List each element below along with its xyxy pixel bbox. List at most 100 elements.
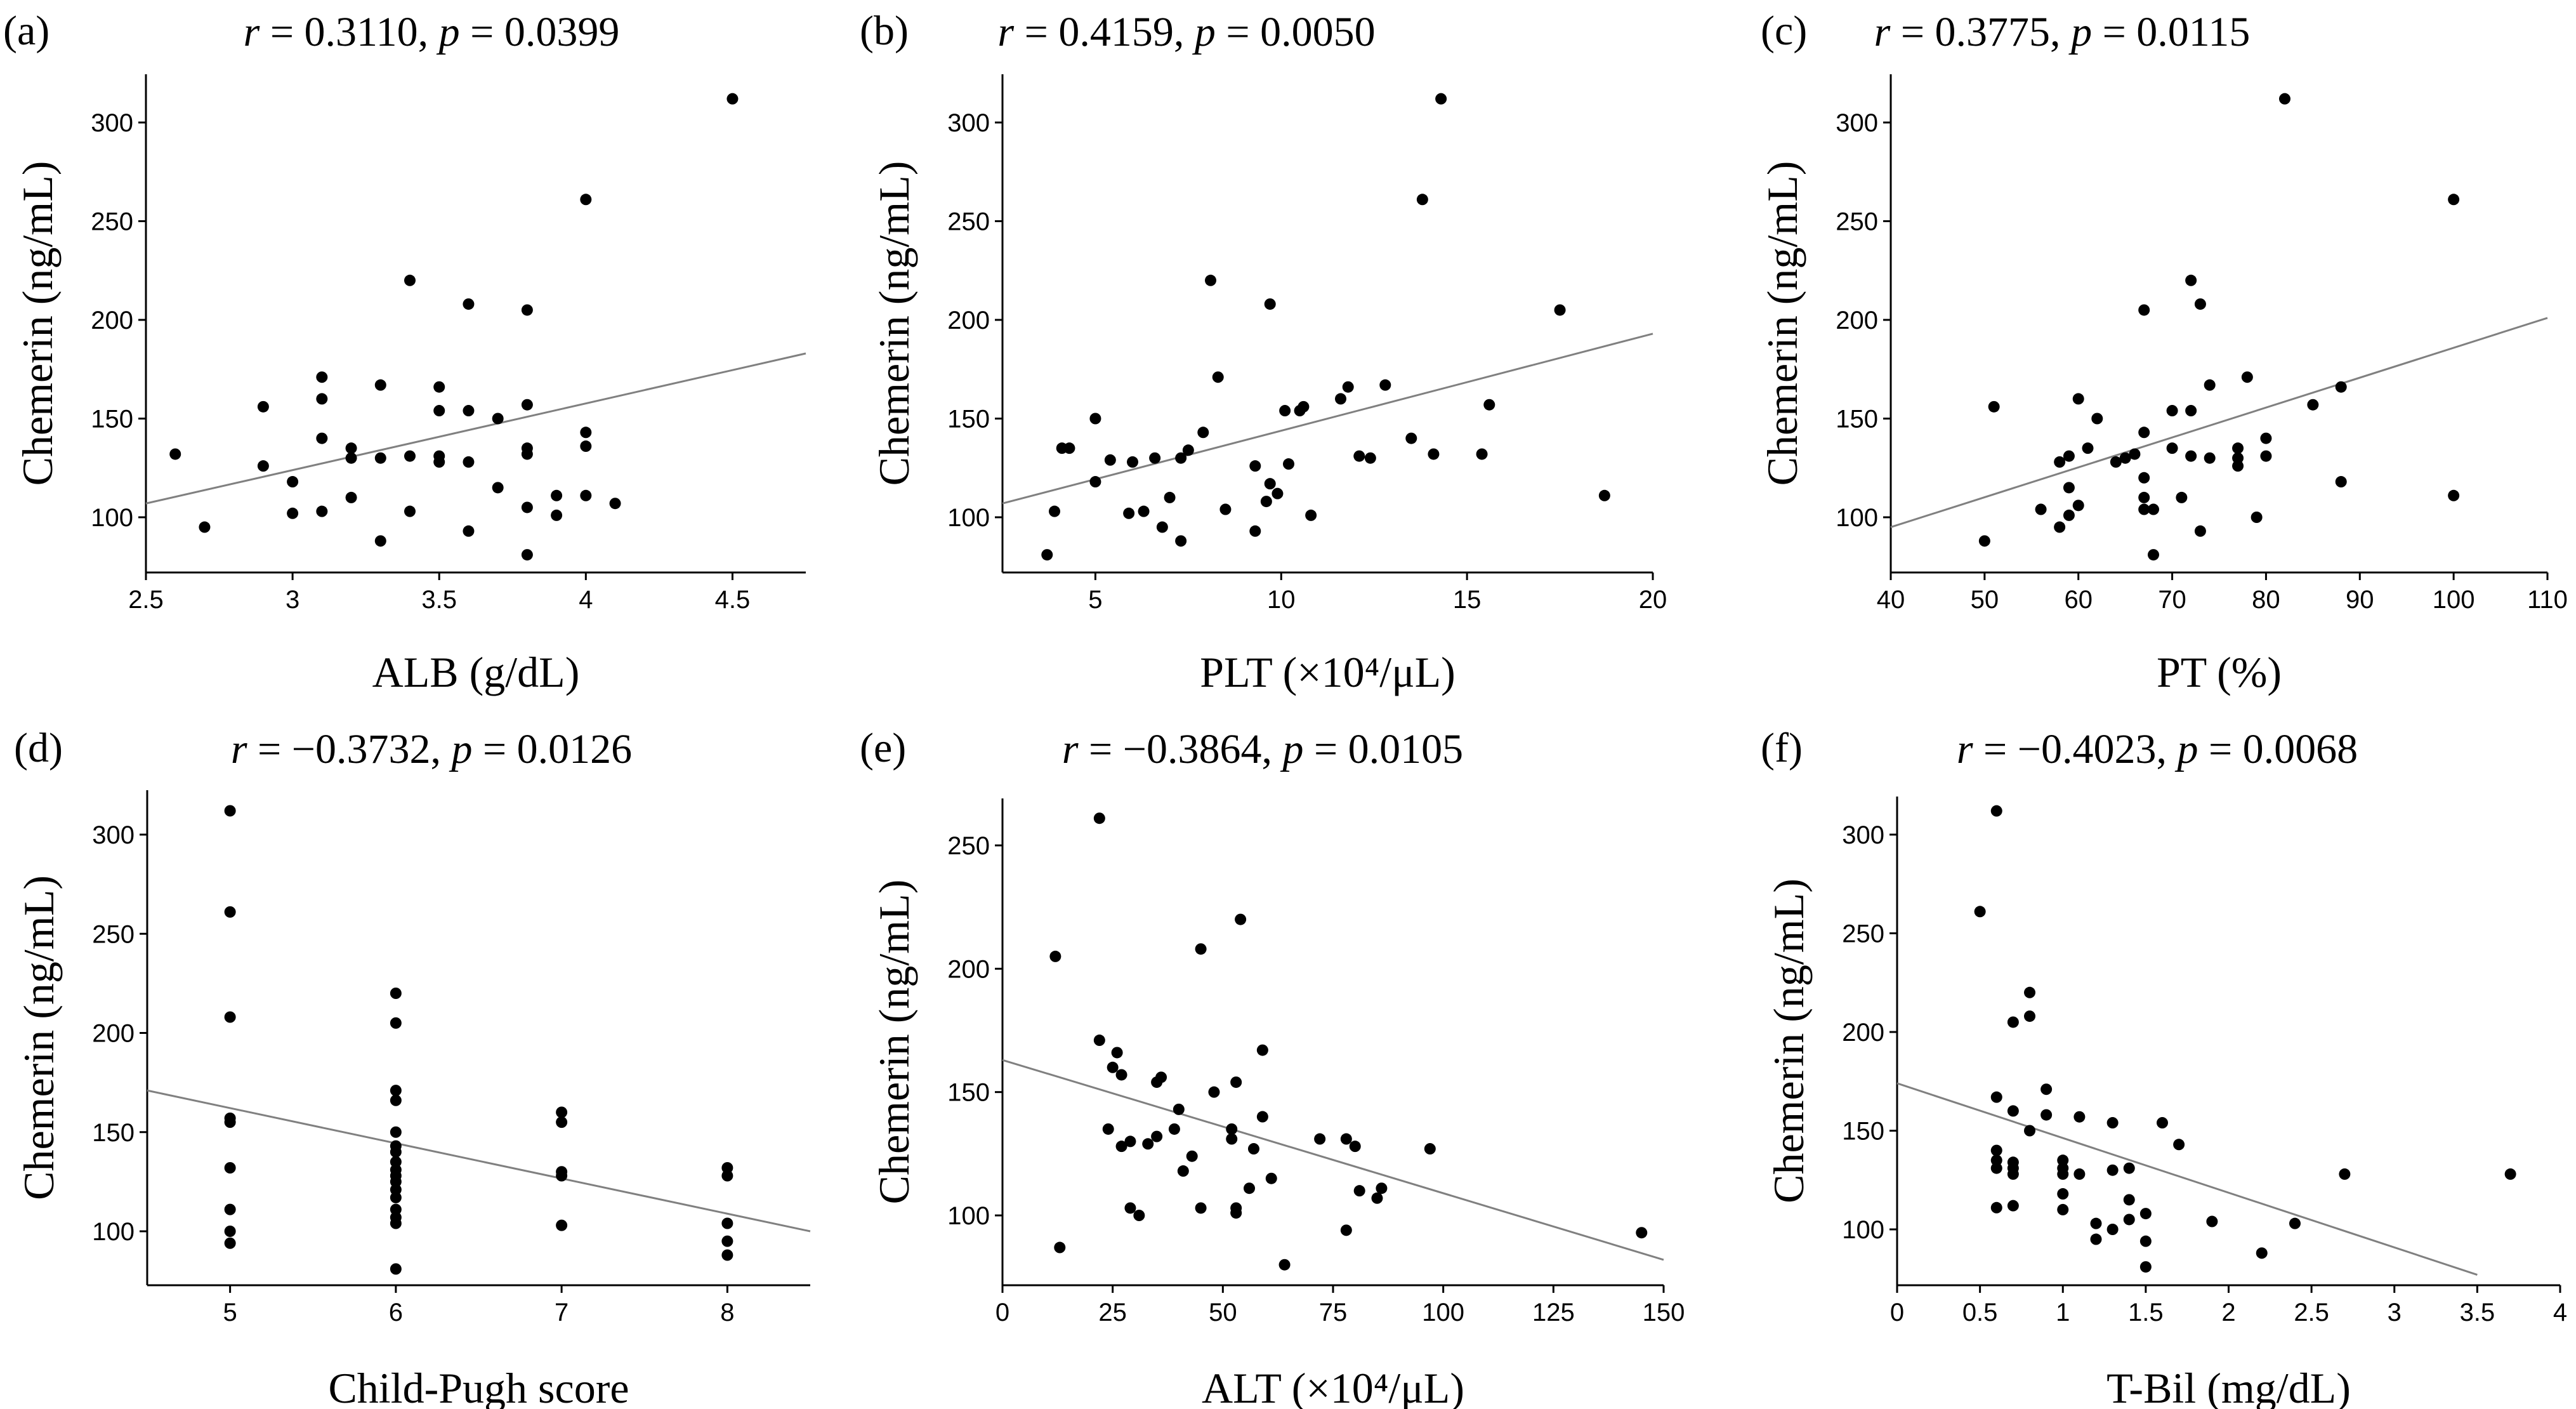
data-point [1264,478,1276,490]
data-point [2054,521,2066,533]
data-point [2007,1016,2019,1028]
data-point [1164,491,1176,503]
data-point [2138,503,2150,515]
r-label: r [1062,726,1079,772]
data-point [1283,458,1294,470]
x-tick-label: 125 [1532,1299,1575,1326]
data-point [556,1116,568,1128]
data-point [2057,1203,2069,1215]
data-point [224,1203,236,1215]
x-tick-label: 50 [1209,1299,1237,1326]
correlation-stats: r = 0.3775, p = 0.0115 [1874,9,2251,55]
data-point [1175,452,1187,464]
data-point [1124,1135,1136,1148]
data-point [1212,371,1224,383]
data-point [1089,476,1101,488]
data-point [2251,512,2263,523]
r-label: r [997,9,1014,55]
data-point [1197,427,1209,439]
panel-letter: (e) [860,725,906,771]
y-axis-title: Chemerin (ng/mL) [1758,161,1806,486]
y-tick-label: 150 [947,1079,990,1107]
data-point [721,1162,733,1174]
x-tick-label: 60 [2064,586,2093,614]
data-point [1260,496,1272,508]
r-label: r [1874,9,1891,55]
data-point [287,476,299,488]
regression-line [147,1089,811,1233]
data-point [1335,393,1346,405]
data-point [1636,1227,1648,1239]
data-point [1111,1047,1123,1059]
data-point [721,1170,733,1182]
p-label: p [1192,9,1216,55]
data-point [609,498,621,510]
data-point [556,1170,568,1182]
x-axis-title: PLT (×10⁴/μL) [1200,648,1456,696]
regression-line [1002,1059,1664,1261]
data-point [2106,1224,2119,1235]
x-tick-label: 80 [2252,586,2280,614]
data-point [1054,1241,1066,1254]
data-point [2073,1111,2086,1123]
data-point [492,413,504,425]
data-point [2289,1217,2301,1229]
data-point [1219,503,1232,515]
data-point [1349,1141,1361,1153]
r-value: = 0.4159, [1014,9,1195,55]
x-tick-label: 10 [1267,586,1296,614]
y-axis-title: Chemerin (ng/mL) [870,880,918,1205]
data-point [2024,1010,2035,1022]
y-tick-label: 250 [1842,920,1884,948]
y-tick-label: 200 [947,955,990,983]
y-tick-label: 250 [91,208,133,236]
data-point [345,491,357,503]
data-point [199,521,211,533]
y-tick-label: 200 [947,307,990,334]
p-value: = 0.0050 [1216,9,1376,55]
data-point [1093,1035,1105,1047]
data-point [2138,491,2150,503]
data-point [1230,1076,1242,1088]
data-point [390,1017,402,1029]
data-point [580,440,592,453]
data-point [374,535,386,547]
data-point [1314,1133,1326,1145]
data-point [2194,298,2206,310]
data-point [580,194,592,206]
data-point [2176,491,2188,503]
data-point [556,1106,568,1118]
r-label: r [244,9,260,55]
data-point [1598,489,1610,501]
x-tick-label: 70 [2158,586,2186,614]
data-point [1990,1091,2002,1103]
data-point [2448,489,2460,501]
data-point [2279,93,2290,105]
data-point [721,1249,733,1261]
p-label: p [449,726,472,772]
x-tick-label: 7 [555,1299,568,1326]
x-axis-title: Child-Pugh score [328,1364,629,1409]
data-point [2173,1139,2185,1151]
data-point [2138,304,2150,316]
data-point [1155,1071,1167,1083]
data-point [2504,1168,2516,1180]
data-point [2073,1168,2086,1180]
data-point [521,304,533,316]
data-point [1173,1103,1185,1115]
data-point [721,1235,733,1247]
x-tick-label: 3 [2388,1299,2402,1326]
y-tick-label: 300 [1842,821,1884,849]
data-point [1182,444,1194,456]
data-point [1424,1143,1436,1155]
data-point [2148,503,2159,515]
data-point [433,405,445,417]
y-tick-label: 300 [1836,109,1878,137]
x-axis-title: ALT (×10⁴/μL) [1202,1364,1464,1409]
data-point [1124,1202,1136,1214]
y-tick-label: 300 [947,109,990,137]
x-tick-label: 100 [1422,1299,1464,1326]
data-point [580,427,592,439]
data-point [1168,1123,1180,1135]
